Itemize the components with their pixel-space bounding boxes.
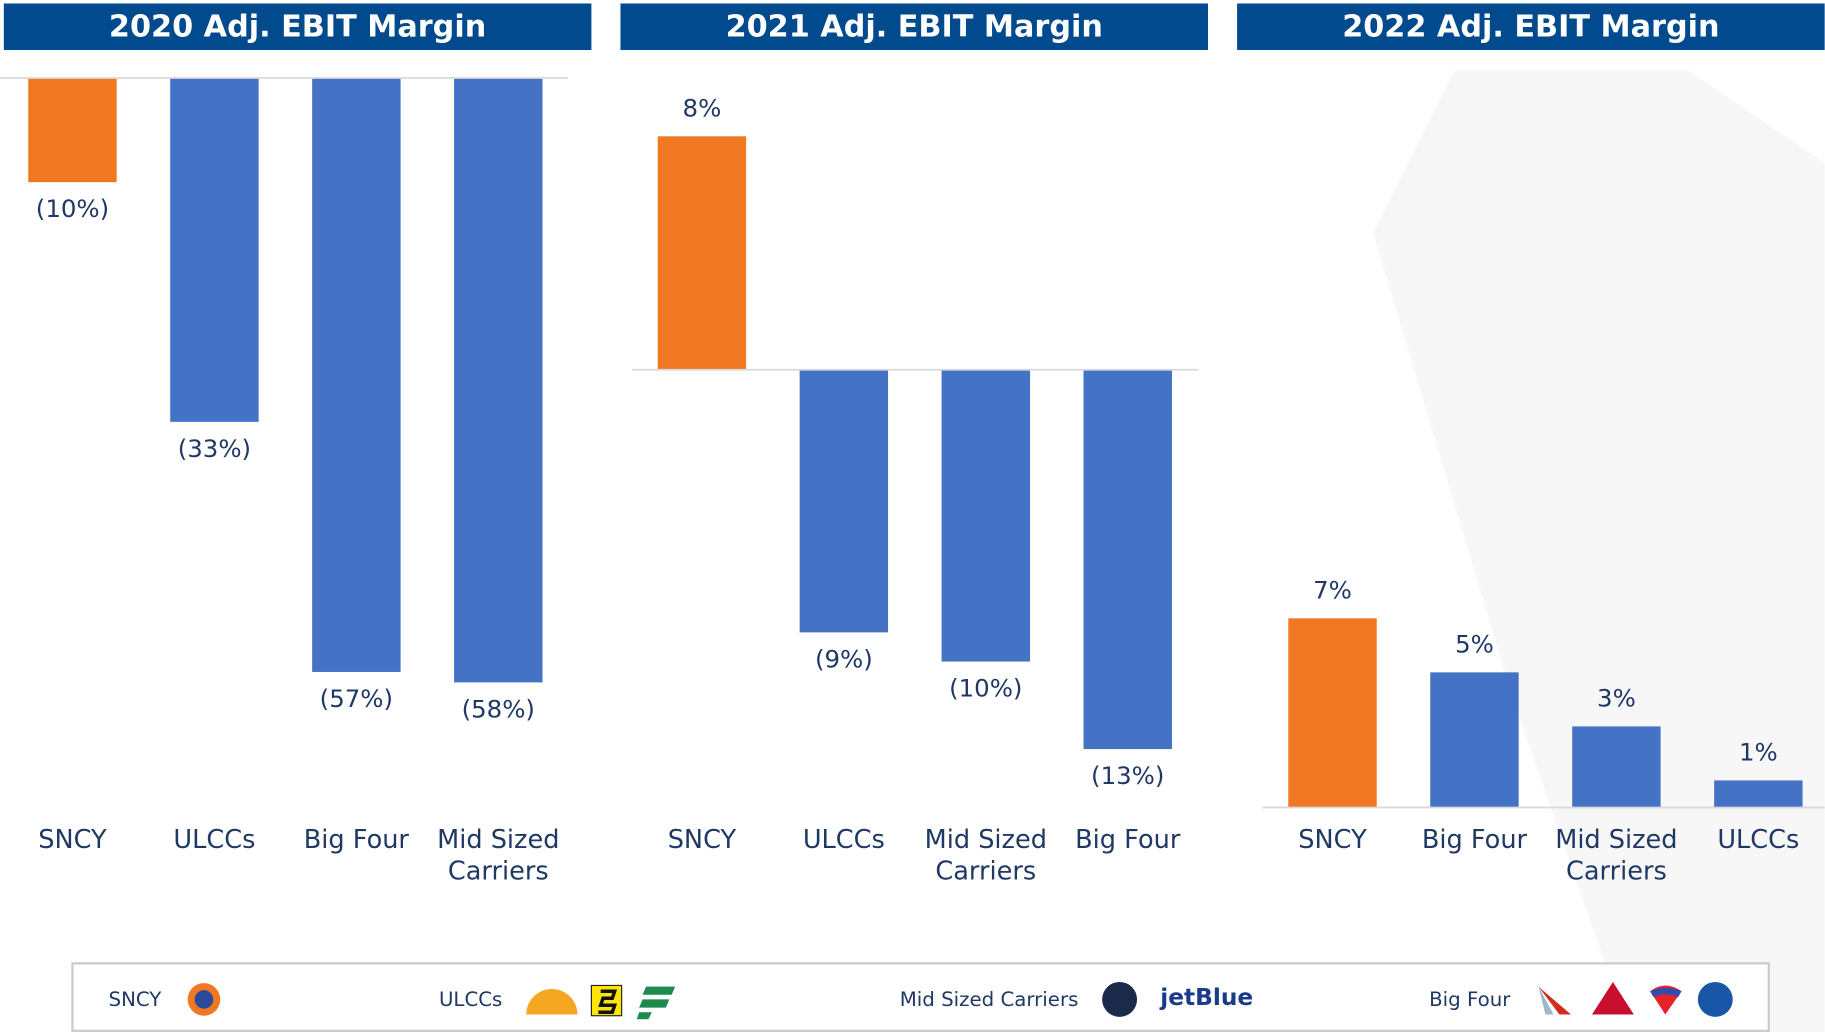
category-label: Big Four bbox=[1422, 825, 1528, 855]
bar bbox=[1083, 369, 1172, 750]
category-label: Big Four bbox=[304, 825, 410, 855]
data-label: 7% bbox=[1313, 576, 1352, 605]
ulcc-logo-sun bbox=[526, 988, 578, 1015]
category-label: ULCCs bbox=[1717, 825, 1799, 855]
legend-logo-text: jetBlue bbox=[1159, 984, 1253, 1011]
bar bbox=[454, 77, 543, 683]
data-label: 5% bbox=[1455, 630, 1494, 659]
title-bar bbox=[3, 3, 592, 51]
data-label: (33%) bbox=[178, 434, 251, 463]
big-logo-aa2 bbox=[1538, 986, 1554, 1015]
mid-logo bbox=[1102, 981, 1138, 1017]
title-bar bbox=[620, 3, 1209, 51]
category-label: SNCY bbox=[668, 825, 737, 855]
category-label: Mid Sized Carriers bbox=[437, 825, 559, 886]
data-label: 1% bbox=[1739, 738, 1778, 767]
legend-box bbox=[71, 962, 1770, 1032]
data-label: (58%) bbox=[462, 694, 535, 723]
category-label: Mid Sized Carriers bbox=[1555, 825, 1677, 886]
bar bbox=[1288, 618, 1377, 808]
bar bbox=[1714, 780, 1803, 808]
ulcc-logo-s-mark bbox=[598, 989, 618, 1014]
bar bbox=[312, 77, 401, 672]
ulcc-logo-frontier bbox=[636, 986, 676, 1020]
bar bbox=[170, 77, 259, 422]
category-label: Mid Sized Carriers bbox=[925, 825, 1047, 886]
data-label: 8% bbox=[683, 94, 722, 123]
bar bbox=[1572, 726, 1661, 808]
data-label: (10%) bbox=[949, 673, 1022, 702]
bar bbox=[657, 136, 747, 370]
watermark bbox=[1373, 69, 1825, 1032]
legend-label: Mid Sized Carriers bbox=[900, 988, 1079, 1011]
category-label: SNCY bbox=[38, 825, 107, 855]
data-label: (13%) bbox=[1091, 761, 1164, 790]
sncy-logo-core bbox=[194, 990, 214, 1009]
category-label: SNCY bbox=[1298, 825, 1367, 855]
category-label: Big Four bbox=[1075, 825, 1181, 855]
data-label: 3% bbox=[1597, 684, 1636, 713]
big-logo-wn2 bbox=[1650, 987, 1682, 998]
big-logo-delta bbox=[1591, 981, 1634, 1015]
data-label: (9%) bbox=[815, 644, 873, 673]
bar bbox=[1430, 672, 1519, 808]
chart-title: 2022 Adj. EBIT Margin bbox=[1342, 9, 1719, 44]
chart-title: 2020 Adj. EBIT Margin bbox=[109, 9, 486, 44]
legend-icons bbox=[187, 981, 1733, 1020]
chart-title: 2021 Adj. EBIT Margin bbox=[726, 9, 1103, 44]
bar bbox=[28, 77, 117, 183]
category-label: ULCCs bbox=[173, 825, 255, 855]
legend-label: SNCY bbox=[109, 988, 163, 1011]
data-label: (57%) bbox=[320, 684, 393, 713]
title-bar bbox=[1237, 3, 1825, 51]
big-logo-ua bbox=[1697, 981, 1733, 1017]
data-label: (10%) bbox=[36, 194, 109, 223]
big-logo-aa bbox=[1538, 986, 1572, 1015]
legend-label: ULCCs bbox=[439, 988, 502, 1011]
bar bbox=[799, 369, 889, 633]
category-label: ULCCs bbox=[803, 825, 885, 855]
bar bbox=[941, 369, 1031, 662]
legend-label: Big Four bbox=[1429, 988, 1511, 1011]
